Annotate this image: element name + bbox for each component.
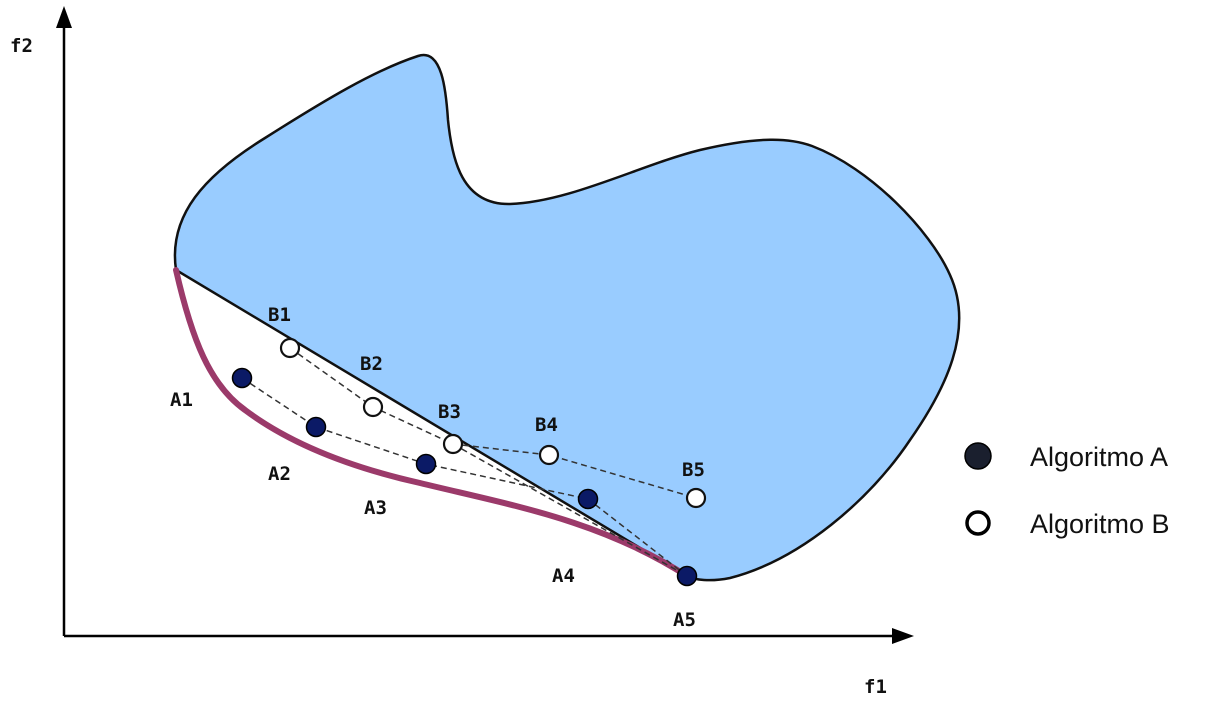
legend-algorithm-b-icon: [965, 510, 991, 536]
point-a5: [676, 565, 698, 587]
point-b5: [685, 487, 707, 509]
legend-algorithm-b-label: Algoritmo B: [1030, 509, 1170, 539]
point-a4: [577, 488, 599, 510]
x-axis-arrow: [892, 628, 914, 644]
label-a2: A2: [268, 463, 291, 485]
label-b3: B3: [438, 401, 461, 423]
label-a3: A3: [364, 497, 387, 519]
algorithm-b-to-a5-connector: [452, 443, 688, 577]
pareto-front-curve: [173, 267, 690, 579]
legend-algorithm-a-icon: [964, 442, 992, 470]
feasible-region: [173, 53, 961, 582]
label-b4: B4: [535, 414, 558, 436]
y-axis-label: f2: [10, 35, 33, 57]
point-a3: [415, 453, 437, 475]
legend-algorithm-a-label: Algoritmo A: [1030, 442, 1168, 472]
x-axis-label: f1: [864, 676, 887, 698]
point-b1: [279, 337, 301, 359]
point-b2: [362, 396, 384, 418]
point-a2: [305, 416, 327, 438]
legend: Algoritmo A Algoritmo B: [964, 442, 1170, 539]
label-a1: A1: [170, 389, 193, 411]
label-a5: A5: [673, 609, 696, 631]
point-b3: [442, 433, 464, 455]
label-b2: B2: [360, 353, 383, 375]
label-b1: B1: [268, 304, 291, 326]
label-b5: B5: [682, 459, 705, 481]
point-b4: [538, 444, 560, 466]
y-axis-arrow: [56, 6, 72, 28]
label-a4: A4: [552, 565, 575, 587]
point-a1: [231, 367, 253, 389]
